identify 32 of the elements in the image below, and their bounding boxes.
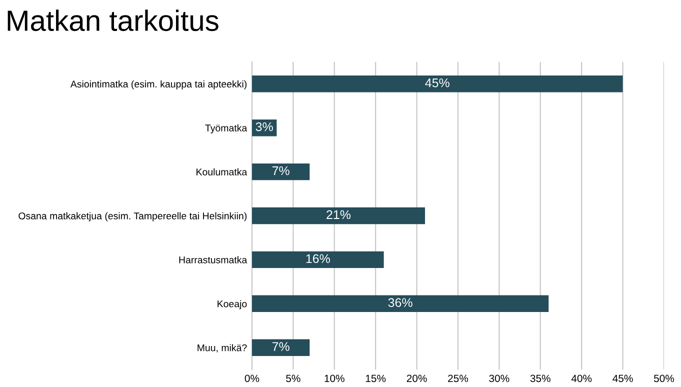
bar xyxy=(252,207,426,224)
y-tick-label: Koeajo xyxy=(218,300,247,310)
data-label: 21% xyxy=(326,210,351,220)
x-tick-label: 5% xyxy=(286,374,300,382)
bar xyxy=(252,251,384,268)
data-label: 7% xyxy=(272,342,290,351)
x-tick-label: 0% xyxy=(244,374,260,382)
bar xyxy=(252,339,310,356)
data-label: 7% xyxy=(272,166,290,176)
x-tick-label: 40% xyxy=(571,374,592,382)
y-tick-label: Työmatka xyxy=(205,124,248,134)
data-label: 3% xyxy=(256,122,273,132)
x-tick-label: 20% xyxy=(406,374,427,382)
x-tick-label: 25% xyxy=(448,374,468,382)
y-tick-label: Asiointimatka (esim. kauppa tai apteekki) xyxy=(70,80,247,90)
x-tick-label: 50% xyxy=(654,374,674,382)
x-tick-label: 10% xyxy=(324,374,344,382)
data-label: 45% xyxy=(425,78,450,88)
data-label: 16% xyxy=(306,254,330,264)
data-label: 36% xyxy=(388,298,412,308)
x-tick-label: 45% xyxy=(612,374,633,382)
bar xyxy=(252,295,549,312)
x-tick-label: 30% xyxy=(489,374,510,382)
y-tick-label: Koulumatka xyxy=(196,168,248,176)
x-tick-label: 35% xyxy=(530,374,550,382)
y-tick-label: Osana matkaketjua (esim. Tampereelle tai Helsinkiin) xyxy=(18,212,247,222)
y-tick-label: Harrastusmatka xyxy=(179,256,248,264)
chart-title: Matkan tarkoitus xyxy=(8,10,218,32)
y-tick-label: Muu, mikä? xyxy=(198,344,247,352)
x-tick-label: 15% xyxy=(366,374,386,382)
bar xyxy=(252,76,623,92)
bar xyxy=(252,163,310,180)
